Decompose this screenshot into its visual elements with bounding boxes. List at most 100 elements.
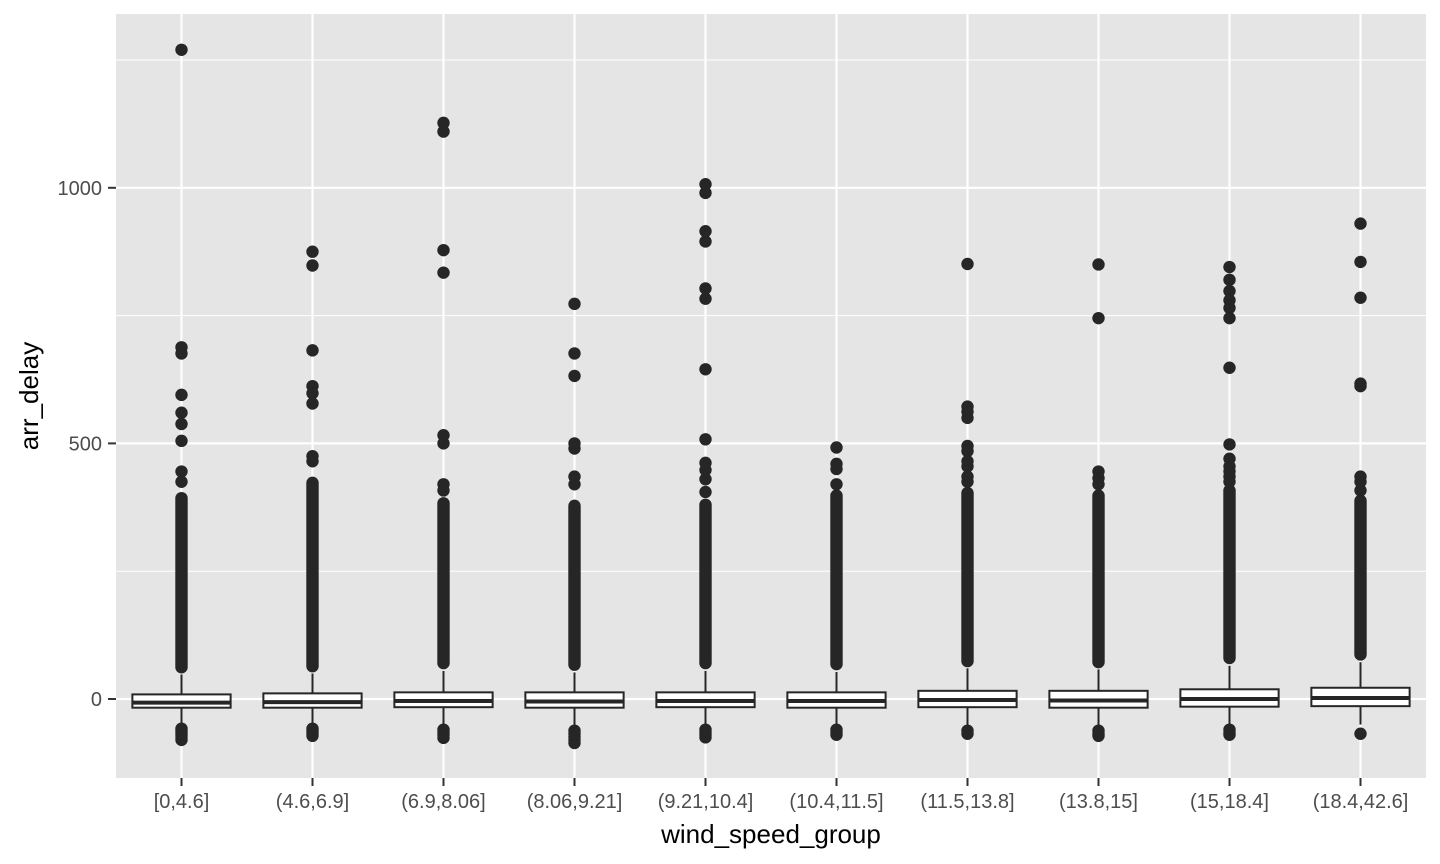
- outlier-point: [175, 388, 188, 402]
- outlier-point: [175, 733, 188, 747]
- outlier-point: [830, 441, 843, 454]
- outlier-point: [699, 485, 712, 499]
- box-3: [393, 670, 494, 726]
- outlier-point: [1092, 258, 1105, 271]
- x-tick-label: [0,4.6]: [154, 791, 210, 813]
- box-7: [917, 668, 1018, 728]
- outlier-point: [961, 727, 974, 740]
- outlier-point: [175, 347, 188, 360]
- outlier-dense-band: [1092, 489, 1105, 669]
- outlier-point: [699, 186, 712, 200]
- outlier-point: [1223, 728, 1236, 741]
- panel-background: [116, 14, 1426, 778]
- outlier-point: [830, 462, 843, 476]
- box-9: [1179, 665, 1280, 726]
- outlier-point: [568, 369, 581, 383]
- x-tick-label: (6.9,8.06]: [401, 791, 486, 813]
- y-tick-label: 500: [69, 433, 102, 455]
- outlier-point: [306, 344, 319, 357]
- box-6: [786, 671, 887, 727]
- box-5: [655, 670, 756, 726]
- box-8: [1048, 669, 1149, 728]
- x-tick-label: (4.6,6.9]: [276, 791, 349, 813]
- outlier-point: [699, 433, 712, 446]
- outlier-point: [175, 434, 188, 448]
- y-tick-label: 0: [91, 689, 102, 711]
- box-2: [262, 673, 363, 727]
- outlier-dense-band: [961, 486, 974, 668]
- outlier-point: [437, 125, 450, 138]
- outlier-dense-band: [437, 497, 450, 670]
- outlier-point: [961, 257, 974, 271]
- outlier-point: [699, 292, 712, 305]
- outlier-point: [175, 43, 188, 56]
- outlier-point: [699, 282, 712, 295]
- outlier-point: [830, 478, 843, 491]
- outlier-point: [699, 235, 712, 248]
- outlier-point: [1354, 255, 1367, 269]
- x-axis-title: wind_speed_group: [660, 819, 881, 849]
- outlier-dense-band: [306, 476, 319, 673]
- outlier-point: [1354, 291, 1367, 304]
- outlier-point: [437, 266, 450, 279]
- box-4: [524, 672, 625, 728]
- outlier-point: [1092, 311, 1105, 325]
- y-tick-label: 1000: [58, 178, 103, 200]
- outlier-point: [306, 259, 319, 272]
- boxes: [131, 662, 1411, 728]
- minor-gridlines: [116, 59, 1426, 572]
- outlier-point: [568, 478, 581, 491]
- outlier-point: [568, 442, 581, 455]
- outlier-point: [437, 484, 450, 497]
- outlier-point: [568, 297, 581, 311]
- outlier-point: [437, 731, 450, 745]
- outlier-point: [1223, 273, 1236, 287]
- outlier-point: [699, 225, 712, 238]
- outlier-dense-band: [1223, 484, 1236, 665]
- outlier-point: [306, 397, 319, 410]
- outlier-point: [568, 347, 581, 360]
- outlier-point: [699, 472, 712, 486]
- outlier-point: [1223, 260, 1236, 274]
- outlier-point: [306, 455, 319, 468]
- outlier-point: [830, 728, 843, 741]
- outlier-point: [1354, 217, 1367, 230]
- outlier-point: [1354, 484, 1367, 497]
- x-tick-label: (10.4,11.5]: [789, 791, 883, 813]
- outlier-dense-band: [1354, 494, 1367, 661]
- outlier-point: [961, 460, 974, 473]
- outlier-point: [175, 475, 188, 488]
- outlier-point: [1354, 379, 1367, 393]
- x-tick-label: (8.06,9.21]: [527, 791, 623, 813]
- outlier-point: [306, 245, 319, 258]
- box-1: [131, 674, 232, 728]
- outlier-point: [699, 463, 712, 477]
- x-tick-label: (18.4,42.6]: [1313, 791, 1409, 813]
- outlier-point: [306, 387, 319, 400]
- outlier-point: [961, 444, 974, 458]
- outlier-dense-band: [568, 499, 581, 671]
- x-tick-label: (15,18.4]: [1190, 791, 1269, 813]
- outlier-point: [699, 731, 712, 744]
- x-tick-label: (11.5,13.8]: [920, 791, 1014, 813]
- outlier-point: [961, 411, 974, 425]
- x-tick-label: (9.21,10.4]: [658, 791, 754, 813]
- outlier-point: [1354, 475, 1367, 488]
- outlier-point: [437, 243, 450, 257]
- outlier-point: [1223, 438, 1236, 451]
- outlier-point: [699, 178, 712, 191]
- x-tick-label: (13.8,15]: [1059, 791, 1138, 813]
- outlier-point: [1223, 361, 1236, 374]
- outlier-point: [1223, 311, 1236, 325]
- outlier-point: [1223, 301, 1236, 315]
- outlier-point: [175, 406, 188, 419]
- outlier-point: [1092, 729, 1105, 743]
- outlier-point: [175, 417, 188, 431]
- x-axis: [0,4.6] (4.6,6.9] (6.9,8.06] (8.06,9.21] (9.…: [154, 778, 1409, 813]
- box-10: [1310, 662, 1411, 725]
- outlier-dense-band: [175, 491, 188, 674]
- outlier-point: [306, 729, 319, 743]
- outlier-points: [175, 43, 1367, 750]
- outlier-point: [437, 116, 450, 130]
